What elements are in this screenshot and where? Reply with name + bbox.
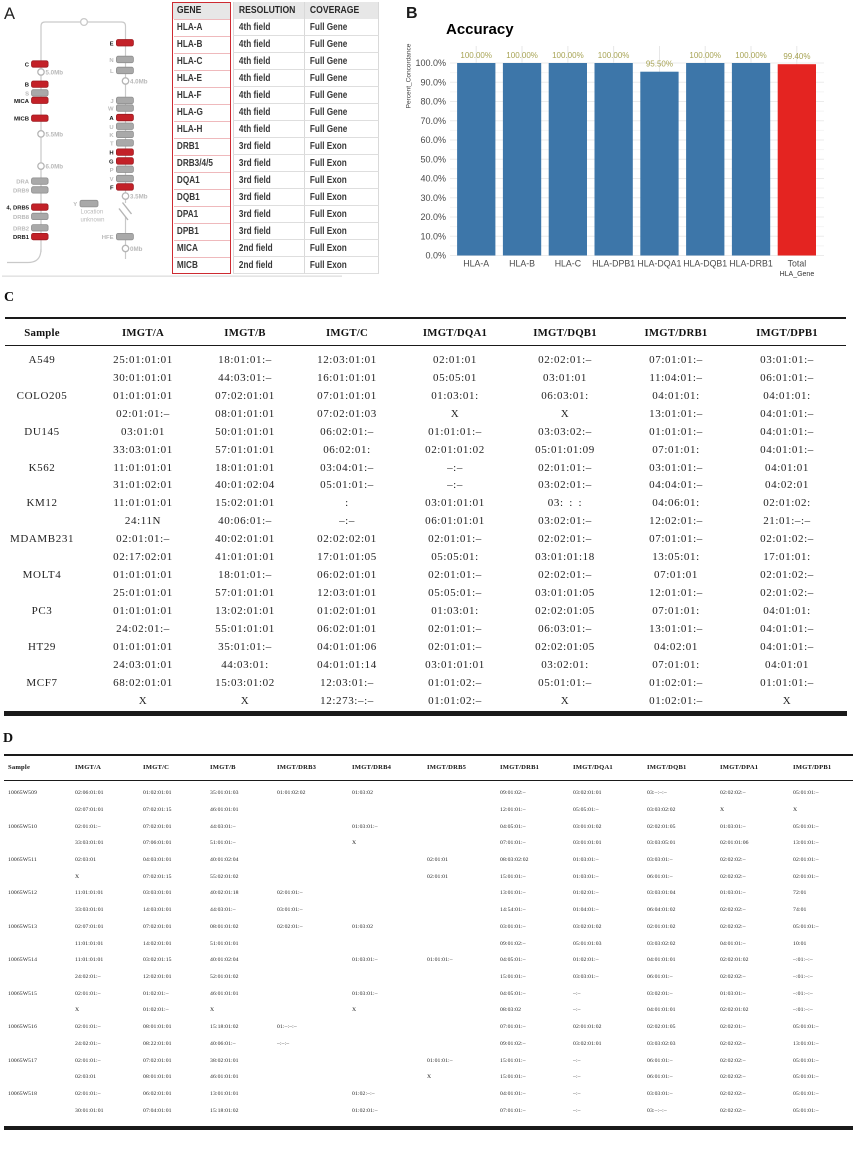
svg-text:T: T	[110, 141, 114, 147]
svg-text:J: J	[110, 99, 113, 105]
svg-text:DRB9: DRB9	[13, 188, 30, 194]
svg-text:99.40%: 99.40%	[783, 52, 810, 61]
svg-text:B: B	[406, 5, 418, 22]
svg-text:Location: Location	[81, 210, 104, 216]
svg-text:100.00%: 100.00%	[598, 51, 630, 60]
svg-text:6.0Mb: 6.0Mb	[46, 164, 64, 171]
svg-text:Percent_Concordance: Percent_Concordance	[406, 43, 413, 108]
svg-text:Accuracy: Accuracy	[446, 21, 514, 38]
svg-text:HLA_Gene: HLA_Gene	[780, 271, 815, 278]
svg-text:HLA-B: HLA-B	[509, 259, 535, 269]
svg-text:MICA: MICA	[14, 99, 30, 105]
svg-text:DRB8: DRB8	[13, 215, 30, 221]
svg-text:V: V	[110, 177, 114, 183]
svg-text:Y: Y	[73, 202, 77, 208]
svg-text:100.0%: 100.0%	[415, 58, 446, 68]
svg-text:HLA-C: HLA-C	[555, 259, 582, 269]
svg-text:DRB2: DRB2	[13, 226, 30, 232]
svg-text:B: B	[25, 83, 29, 89]
svg-text:HLA-DPB1: HLA-DPB1	[592, 259, 635, 269]
svg-text:90.0%: 90.0%	[420, 78, 446, 88]
svg-text:HLA-DQB1: HLA-DQB1	[683, 259, 727, 269]
svg-text:L: L	[110, 69, 114, 75]
svg-text:0Mb: 0Mb	[130, 246, 143, 253]
svg-text:A: A	[4, 5, 15, 23]
svg-text:100.00%: 100.00%	[506, 51, 538, 60]
svg-text:DRB1: DRB1	[13, 235, 30, 241]
svg-text:100.00%: 100.00%	[460, 51, 492, 60]
svg-text:20.0%: 20.0%	[420, 212, 446, 222]
svg-text:G: G	[109, 160, 114, 166]
svg-text:50.0%: 50.0%	[420, 154, 446, 164]
svg-text:10.0%: 10.0%	[420, 231, 446, 241]
svg-text:95.50%: 95.50%	[646, 60, 673, 69]
svg-text:HFE: HFE	[102, 235, 114, 241]
svg-text:F: F	[110, 186, 114, 192]
svg-text:N: N	[109, 58, 113, 64]
svg-text:100.00%: 100.00%	[552, 51, 584, 60]
svg-text:70.0%: 70.0%	[420, 116, 446, 126]
svg-text:HLA-A: HLA-A	[463, 259, 489, 269]
svg-text:100.00%: 100.00%	[689, 51, 721, 60]
svg-text:MICB: MICB	[14, 117, 29, 123]
svg-text:S: S	[25, 91, 29, 97]
svg-text:E: E	[110, 41, 114, 47]
svg-text:U: U	[109, 125, 113, 131]
svg-text:H: H	[109, 151, 113, 157]
svg-text:W: W	[108, 107, 114, 113]
svg-text:5.0Mb: 5.0Mb	[46, 70, 64, 77]
svg-text:K: K	[109, 133, 114, 139]
svg-text:HLA-DRB1: HLA-DRB1	[729, 259, 773, 269]
svg-text:30.0%: 30.0%	[420, 193, 446, 203]
svg-text:4, DRB5: 4, DRB5	[6, 206, 29, 212]
svg-text:C: C	[25, 63, 30, 69]
svg-text:5.5Mb: 5.5Mb	[46, 132, 64, 139]
svg-text:P: P	[110, 168, 114, 174]
svg-text:3.5Mb: 3.5Mb	[130, 194, 148, 201]
svg-text:60.0%: 60.0%	[420, 135, 446, 145]
svg-text:4.0Mb: 4.0Mb	[130, 79, 148, 86]
svg-text:DRA: DRA	[16, 180, 30, 186]
svg-text:HLA-DQA1: HLA-DQA1	[637, 259, 681, 269]
svg-text:40.0%: 40.0%	[420, 174, 446, 184]
svg-text:0.0%: 0.0%	[425, 251, 446, 261]
svg-text:80.0%: 80.0%	[420, 97, 446, 107]
svg-text:unknown: unknown	[81, 218, 105, 224]
svg-text:100.00%: 100.00%	[735, 51, 767, 60]
svg-text:A: A	[109, 116, 114, 122]
svg-text:Total: Total	[788, 259, 807, 269]
